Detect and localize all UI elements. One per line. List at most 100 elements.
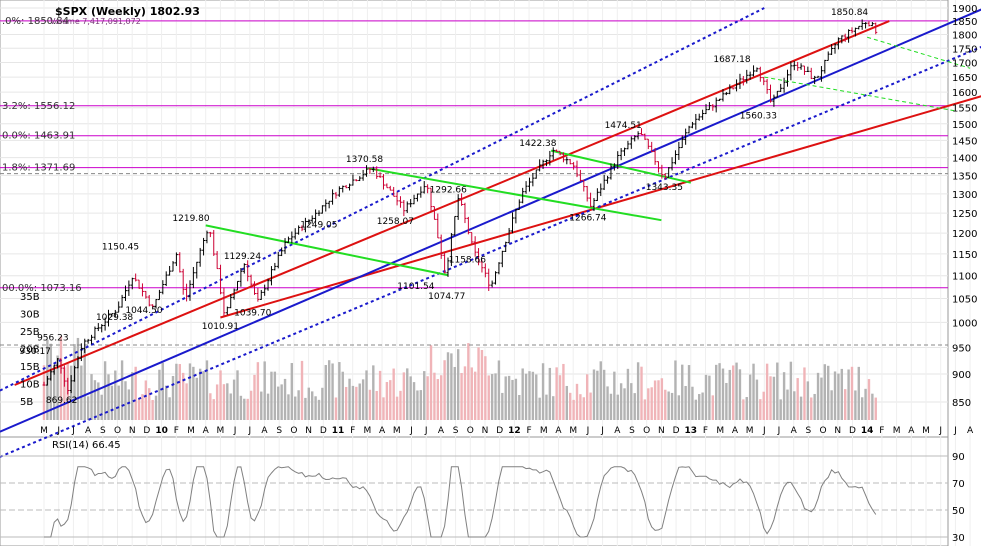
rsi-label: RSI(14) 66.45 [52,440,121,451]
volume-bar [131,372,134,420]
volume-bar [701,392,704,420]
volume-bar [450,353,453,420]
time-tick-label: O [467,426,474,436]
rsi-panel-frame [0,436,949,547]
volume-bar [368,389,372,420]
time-tick-label: M [40,426,48,436]
volume-bar [361,379,365,420]
price-tick-label: 1200 [952,229,977,240]
volume-bar [535,374,538,420]
price-annotation: 1266.74 [569,214,606,224]
time-tick-label: J [600,426,604,436]
volume-bar [827,365,830,420]
volume-bar [718,363,721,420]
volume-bar [158,369,161,420]
price-tick-label: 1450 [952,136,977,147]
price-tick-label: 950 [952,344,971,355]
price-annotation: 1150.45 [102,243,139,253]
time-tick-label: M [187,426,195,436]
volume-bar [198,368,202,420]
price-tick-label: 1650 [952,73,977,84]
volume-bar [378,370,382,420]
volume-bar [443,360,446,420]
volume-bar [188,363,192,420]
volume-bar [406,368,409,420]
price-tick-label: 1050 [952,294,977,305]
volume-bar [796,378,799,420]
volume-bar [789,361,793,420]
volume-bar [721,368,725,420]
time-tick-label: J [233,426,237,436]
volume-bar [107,374,110,420]
volume-bar [521,368,524,420]
fib-level-label: 1.8%: 1371.69 [2,163,75,174]
price-annotation: 1039.70 [234,308,271,318]
volume-bar [745,397,748,420]
volume-bar [73,344,76,420]
price-annotation: 1474.51 [605,121,642,131]
volume-bar [103,361,107,420]
volume-bar [358,383,361,420]
price-tick-label: 1100 [952,272,977,283]
volume-bar [341,371,344,420]
volume-bar [752,363,755,420]
green-projection-dashed [764,76,956,112]
volume-bar [511,379,514,420]
volume-bar [579,394,582,420]
volume-bar [626,368,630,420]
price-annotation: 1292.66 [430,186,467,196]
volume-bar [49,343,52,420]
volume-bar [555,367,558,420]
volume-bar [310,391,314,420]
blue-channel-lower-dotted [0,45,981,458]
time-tick-label: A [614,426,621,436]
time-tick-label: M [893,426,901,436]
volume-bar [287,394,290,420]
volume-bar [772,376,776,420]
price-tick-label: 1500 [952,120,977,131]
volume-bar [202,371,205,420]
volume-bar [344,386,348,420]
time-tick-label: O [643,426,650,436]
time-tick-label: J [777,426,781,436]
fib-level-label: 00.0%: 1073.16 [2,283,82,294]
volume-bar [280,384,283,420]
time-tick-label: J [762,426,766,436]
volume-tick-label: 15B [20,362,40,373]
volume-bar [762,391,765,420]
time-tick-label: M [540,426,548,436]
volume-bar [667,391,670,420]
time-tick-label: 11 [332,426,345,436]
time-tick-label: S [276,426,282,436]
volume-bar [348,378,351,420]
volume-label: Volume 7,417,091,072 [50,17,141,26]
volume-bar [83,348,86,420]
price-annotation: 1044.50 [125,306,162,316]
price-tick-label: 900 [952,370,971,381]
price-tick-label: 1700 [952,58,977,69]
volume-bar [480,349,484,420]
time-tick-label: D [320,426,327,436]
volume-bar [117,385,120,420]
volume-bar [63,367,66,420]
time-tick-label: M [922,426,930,436]
volume-bar [813,393,816,420]
price-annotation: 1422.38 [519,139,556,149]
volume-bar [677,395,681,420]
time-tick-label: M [364,426,372,436]
volume-bar [249,390,253,420]
volume-bar [239,395,243,420]
volume-bar [613,371,616,420]
fib-level-label: 3.2%: 1556.12 [2,101,75,112]
volume-bar [847,369,850,420]
time-tick-label: A [85,426,92,436]
volume-bar [80,365,83,420]
price-annotation: 1560.33 [740,111,777,121]
rsi-tick-label: 30 [952,533,965,544]
volume-bar [141,394,144,420]
volume-bar [653,380,657,420]
volume-bar [409,376,412,420]
price-annotation: 1249.05 [300,220,337,230]
volume-bar [545,394,548,420]
volume-bar [426,376,429,420]
